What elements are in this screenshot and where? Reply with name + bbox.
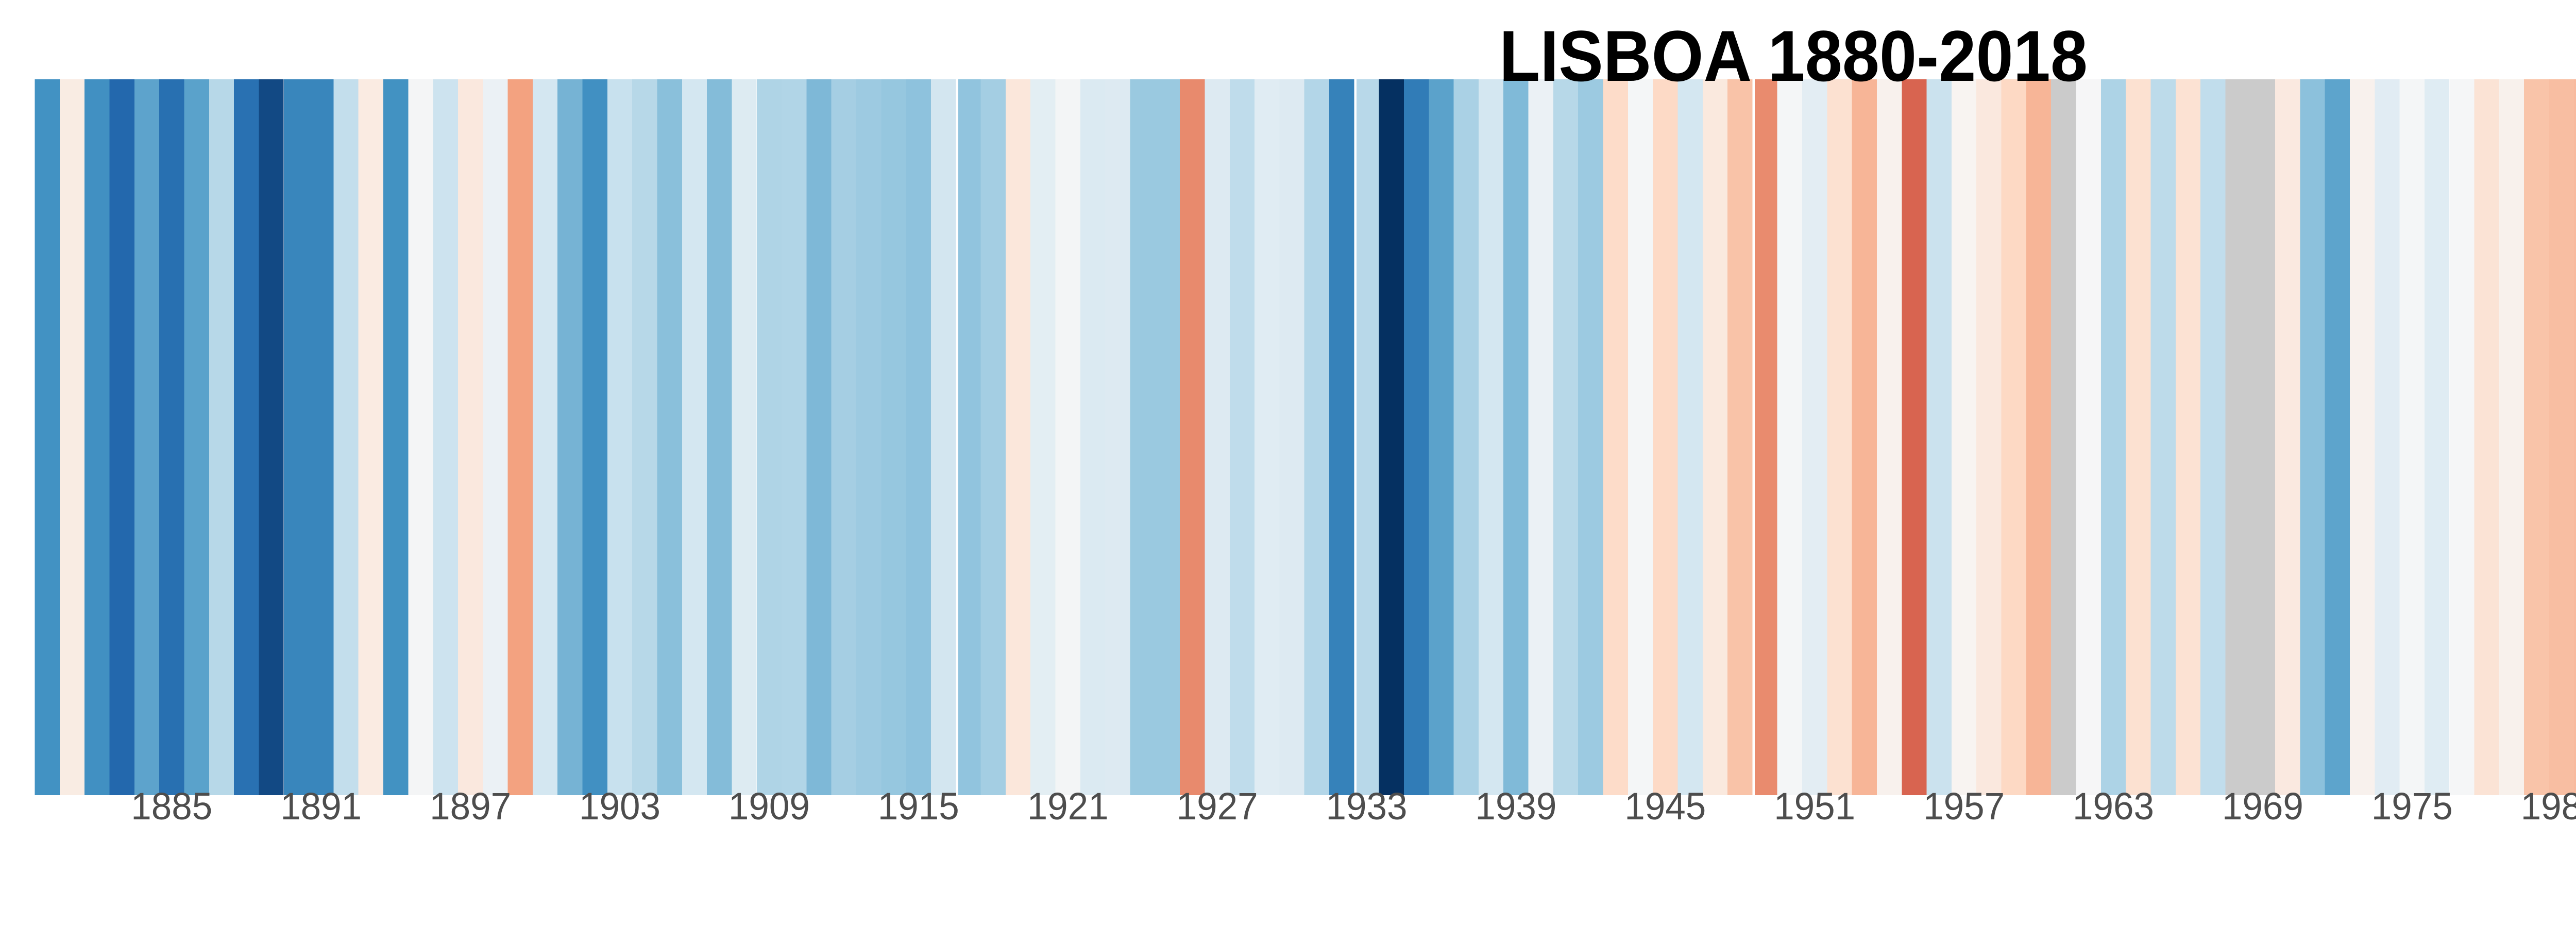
svg-text:1933: 1933 xyxy=(1326,785,1408,828)
svg-text:1981: 1981 xyxy=(2521,785,2576,828)
svg-text:1891: 1891 xyxy=(280,785,362,828)
svg-text:1903: 1903 xyxy=(579,785,660,828)
svg-text:1963: 1963 xyxy=(2073,785,2154,828)
svg-text:1915: 1915 xyxy=(878,785,959,828)
svg-text:LISBOA 1880-2018: LISBOA 1880-2018 xyxy=(1499,15,2088,96)
svg-text:1921: 1921 xyxy=(1027,785,1109,828)
svg-text:1885: 1885 xyxy=(131,785,212,828)
svg-text:1945: 1945 xyxy=(1624,785,1706,828)
svg-text:1975: 1975 xyxy=(2371,785,2453,828)
svg-text:1927: 1927 xyxy=(1177,785,1258,828)
svg-text:1957: 1957 xyxy=(1923,785,2005,828)
svg-text:1909: 1909 xyxy=(728,785,810,828)
svg-text:1939: 1939 xyxy=(1475,785,1556,828)
svg-text:1951: 1951 xyxy=(1774,785,1855,828)
svg-text:1969: 1969 xyxy=(2222,785,2303,828)
svg-text:1897: 1897 xyxy=(430,785,511,828)
